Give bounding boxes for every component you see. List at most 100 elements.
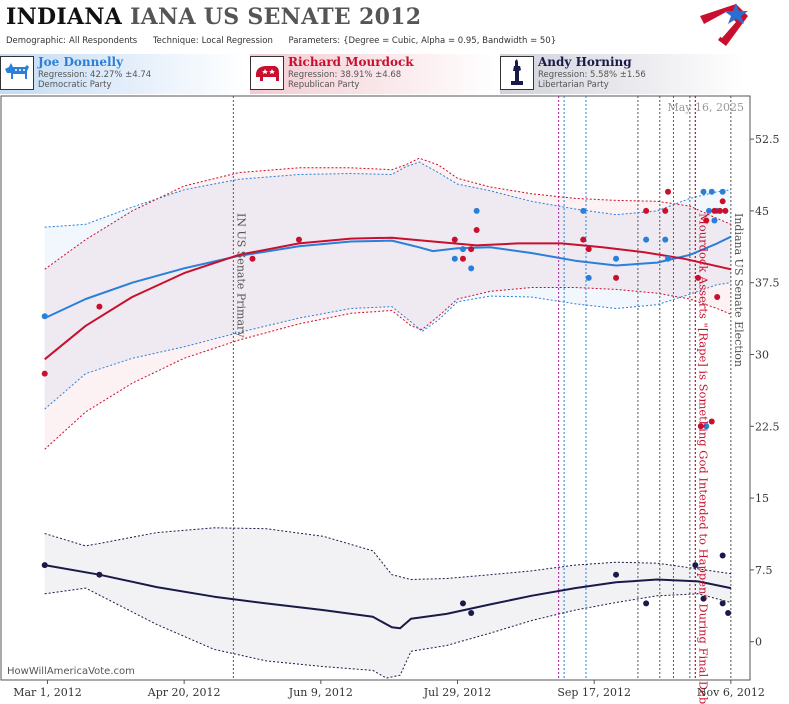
data-point (697, 423, 704, 430)
data-point (716, 207, 723, 214)
candidate-legend: Joe Donnelly Regression: 42.27% ±4.74 De… (0, 54, 789, 94)
data-point (722, 207, 729, 214)
liberty-statue-icon (500, 56, 534, 90)
data-point (459, 600, 466, 607)
data-point (473, 227, 480, 234)
data-point (643, 236, 650, 243)
band-upper-line (44, 161, 731, 228)
data-point (643, 600, 650, 607)
candidate-regression: Regression: 42.27% ±4.74 (38, 70, 152, 80)
data-point (705, 207, 712, 214)
candidate-card-donnelly: Joe Donnelly Regression: 42.27% ±4.74 De… (0, 54, 245, 94)
data-point (711, 207, 718, 214)
data-point (700, 595, 707, 602)
data-point (692, 562, 699, 569)
technique-value: Local Regression (201, 36, 273, 46)
candidate-party: Republican Party (288, 80, 360, 90)
data-point (708, 188, 715, 195)
data-point (451, 255, 458, 262)
data-point (662, 236, 669, 243)
data-point (662, 207, 669, 214)
data-point (613, 571, 620, 578)
watermark-text: HowWillAmericaVote.com (7, 666, 135, 677)
y-tick-label: 45 (755, 205, 769, 218)
data-point (41, 370, 48, 377)
candidate-name: Richard Mourdock (288, 55, 414, 69)
y-tick-label: 7.5 (755, 564, 773, 577)
candidate-regression: Regression: 5.58% ±1.56 (538, 70, 646, 80)
x-tick-label: Apr 20, 2012 (147, 686, 221, 699)
data-point (459, 246, 466, 253)
candidate-name: Joe Donnelly (38, 55, 124, 69)
data-point (708, 418, 715, 425)
data-point (703, 217, 710, 224)
data-point (714, 294, 721, 301)
y-tick-label: 37.5 (755, 277, 780, 290)
data-point (468, 246, 475, 253)
x-tick-label: Mar 1, 2012 (13, 686, 82, 699)
parameters-value: {Degree = Cubic, Alpha = 0.95, Bandwidth… (343, 36, 557, 46)
trend-line (44, 235, 732, 320)
technique-label: Technique: (152, 36, 199, 46)
candidate-card-horning: Andy Horning Regression: 5.58% ±1.56 Lib… (500, 54, 745, 94)
data-point (473, 207, 480, 214)
data-point (295, 236, 302, 243)
candidate-party: Libertarian Party (538, 80, 609, 90)
band-lower-line (44, 287, 732, 450)
band-lower-line (44, 587, 732, 679)
data-point (719, 552, 726, 559)
data-point (451, 236, 458, 243)
data-point (664, 255, 671, 262)
data-point (700, 188, 707, 195)
candidate-party: Democratic Party (38, 80, 112, 90)
data-point (719, 198, 726, 205)
title-state: INDIANA (6, 4, 123, 30)
data-point (580, 236, 587, 243)
band-lower-line (44, 282, 731, 410)
data-point (249, 255, 256, 262)
candidate-card-mourdock: Richard Mourdock Regression: 38.91% ±4.6… (250, 54, 495, 94)
data-point (643, 207, 650, 214)
annotation-label: Mourdock Asserts "[Rape] is Something Go… (696, 213, 710, 704)
data-point (613, 274, 620, 281)
y-tick-label: 30 (755, 348, 769, 361)
data-point (703, 423, 710, 430)
data-point (664, 188, 671, 195)
data-point (41, 313, 48, 320)
y-tick-label: 15 (755, 492, 769, 505)
data-point (468, 609, 475, 616)
band-upper-line (44, 157, 732, 270)
data-point (468, 265, 475, 272)
parameters-label: Parameters: (288, 36, 341, 46)
data-point (711, 217, 718, 224)
demographic-value: All Respondents (69, 36, 138, 46)
trend-line (44, 236, 732, 361)
donkey-icon (0, 56, 34, 90)
data-point (585, 246, 592, 253)
annotation-label: IN US Senate Primary (234, 213, 247, 338)
trend-line (44, 564, 732, 630)
data-point (41, 562, 48, 569)
x-tick-label: Nov 6, 2012 (697, 686, 765, 699)
annotation-label: Indiana US Senate Election (732, 213, 745, 367)
x-tick-label: Jun 9, 2012 (288, 686, 353, 699)
y-tick-label: 0 (755, 636, 762, 649)
confidence-band (44, 162, 731, 410)
data-point (585, 274, 592, 281)
confidence-band (44, 158, 731, 450)
y-tick-label: 52.5 (755, 133, 780, 146)
elephant-icon (250, 56, 284, 90)
parameters-line: Demographic: All Respondents Technique: Lo… (6, 36, 559, 46)
x-tick-label: Jul 29, 2012 (423, 686, 492, 699)
star-logo-icon (700, 3, 748, 46)
data-point (459, 255, 466, 262)
data-point (719, 600, 726, 607)
confidence-band (44, 527, 731, 679)
data-point (96, 571, 103, 578)
title-rest: IANA US SENATE 2012 (130, 4, 422, 30)
page-title: INDIANA IANA US SENATE 2012 (6, 4, 421, 30)
chart-date-label: May 16, 2025 (667, 101, 744, 114)
data-point (695, 274, 702, 281)
y-tick-label: 22.5 (755, 420, 780, 433)
